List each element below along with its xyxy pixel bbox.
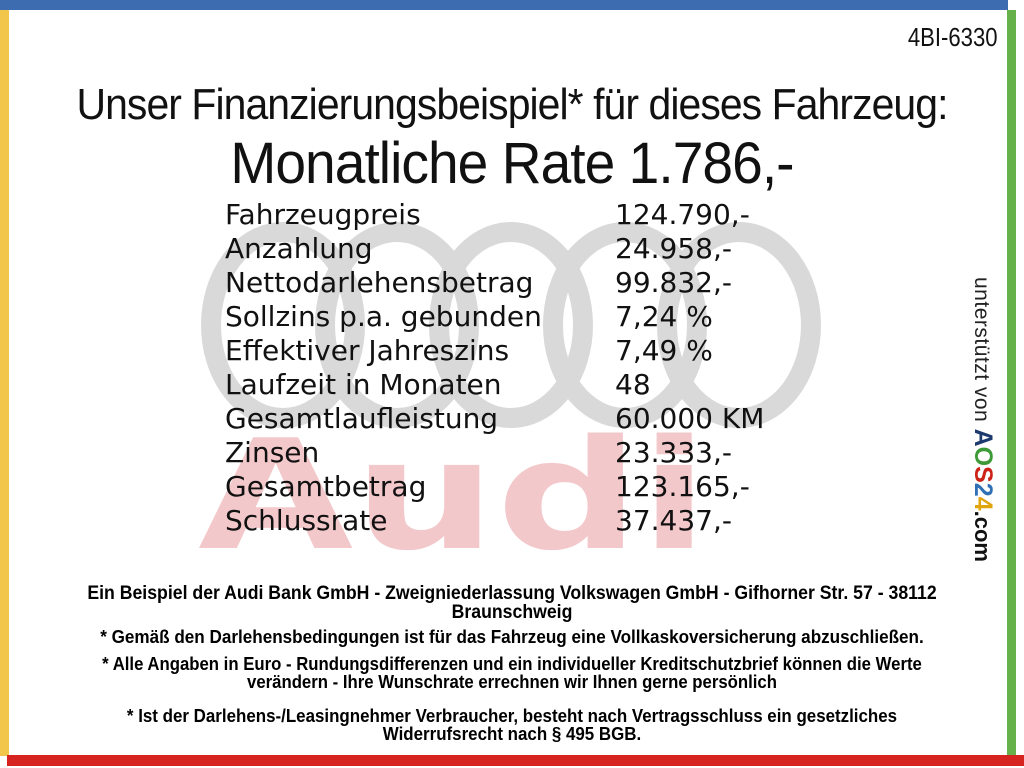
footer-bank-line: Ein Beispiel der Audi Bank GmbH - Zweign…: [87, 583, 937, 623]
aos24-logo: AOS24: [969, 428, 997, 511]
support-banner: unterstützt von AOS24.com: [968, 277, 997, 562]
table-row: Gesamtbetrag 123.165,-: [225, 470, 764, 504]
row-label: Gesamtbetrag: [225, 470, 427, 503]
footer-insurance-line: * Gemäß den Darlehensbedingungen ist für…: [100, 627, 924, 647]
row-label: Fahrzeugpreis: [225, 198, 421, 231]
row-label: Anzahlung: [225, 232, 373, 265]
main-heading: Unser Finanzierungsbeispiel* für dieses …: [76, 80, 948, 129]
row-value: 60.000 KM: [615, 402, 765, 435]
table-row: Zinsen 23.333,-: [225, 436, 764, 470]
audi-text-watermark: Audi: [198, 407, 709, 584]
frame-top-bar: [0, 0, 1008, 10]
row-label: Gesamtlaufleistung: [225, 402, 499, 435]
table-row: Anzahlung 24.958,-: [225, 232, 764, 266]
table-row: Nettodarlehensbetrag 99.832,-: [225, 266, 764, 300]
table-row: Effektiver Jahreszins 7,49 %: [225, 334, 764, 368]
row-value: 123.165,-: [615, 470, 750, 503]
row-label: Laufzeit in Monaten: [225, 368, 502, 401]
row-label: Schlussrate: [225, 504, 388, 537]
row-value: 7,49 %: [615, 334, 713, 367]
table-row: Fahrzeugpreis 124.790,-: [225, 198, 764, 232]
row-label: Nettodarlehensbetrag: [225, 266, 534, 299]
row-value: 37.437,-: [615, 504, 732, 537]
row-value: 24.958,-: [615, 232, 732, 265]
footer-disclaimers: Ein Beispiel der Audi Bank GmbH - Zweign…: [20, 584, 1004, 743]
frame-right-stripe: [1007, 10, 1016, 755]
table-row: Laufzeit in Monaten 48: [225, 368, 764, 402]
table-row: Schlussrate 37.437,-: [225, 504, 764, 538]
frame-bottom-bar: [7, 755, 1024, 766]
table-row: Sollzins p.a. gebunden 7,24 %: [225, 300, 764, 334]
row-value: 99.832,-: [615, 266, 732, 299]
row-label: Effektiver Jahreszins: [225, 334, 510, 367]
aos24-tld: .com: [970, 510, 995, 562]
footer-euro-note: * Alle Angaben in Euro - Rundungsdiffere…: [102, 654, 922, 692]
monthly-rate-heading: Monatliche Rate 1.786,-: [230, 131, 794, 196]
finance-table: Fahrzeugpreis 124.790,- Anzahlung 24.958…: [225, 198, 764, 538]
row-label: Zinsen: [225, 436, 320, 469]
vehicle-code: 4BI-6330: [908, 22, 998, 52]
row-value: 7,24 %: [615, 300, 713, 333]
row-value: 124.790,-: [615, 198, 750, 231]
frame-left-stripe: [0, 10, 9, 756]
row-value: 48: [615, 368, 651, 401]
table-row: Gesamtlaufleistung 60.000 KM: [225, 402, 764, 436]
row-value: 23.333,-: [615, 436, 732, 469]
footer-withdrawal-note: * Ist der Darlehens-/Leasingnehmer Verbr…: [126, 706, 898, 744]
support-banner-text: unterstützt von: [970, 277, 993, 429]
row-label: Sollzins p.a. gebunden: [225, 300, 542, 333]
